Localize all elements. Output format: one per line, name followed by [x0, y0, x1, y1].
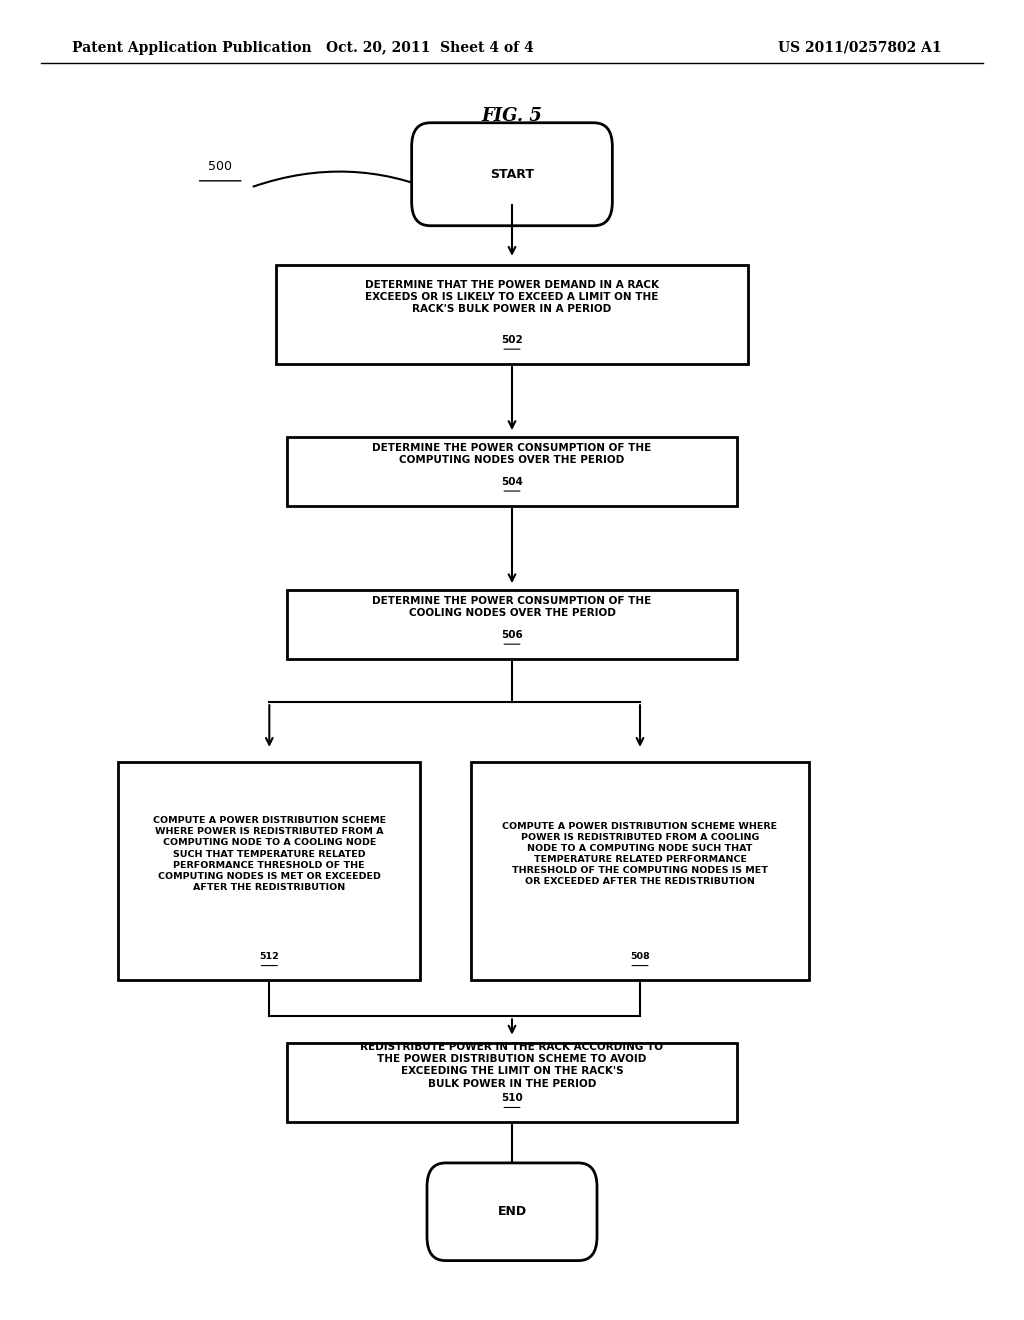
Text: DETERMINE THAT THE POWER DEMAND IN A RACK
EXCEEDS OR IS LIKELY TO EXCEED A LIMIT: DETERMINE THAT THE POWER DEMAND IN A RAC…: [365, 280, 659, 314]
Text: Oct. 20, 2011  Sheet 4 of 4: Oct. 20, 2011 Sheet 4 of 4: [327, 41, 534, 54]
Text: COMPUTE A POWER DISTRIBUTION SCHEME
WHERE POWER IS REDISTRIBUTED FROM A
COMPUTIN: COMPUTE A POWER DISTRIBUTION SCHEME WHER…: [153, 816, 386, 892]
Bar: [287, 590, 737, 659]
Bar: [276, 264, 748, 363]
FancyBboxPatch shape: [427, 1163, 597, 1261]
Text: FIG. 5: FIG. 5: [481, 107, 543, 125]
Text: 502: 502: [501, 335, 523, 345]
Bar: [287, 1043, 737, 1122]
Text: 508: 508: [630, 952, 650, 961]
Text: Patent Application Publication: Patent Application Publication: [72, 41, 311, 54]
Text: 510: 510: [501, 1093, 523, 1104]
FancyBboxPatch shape: [412, 123, 612, 226]
Bar: [119, 762, 420, 979]
Text: US 2011/0257802 A1: US 2011/0257802 A1: [778, 41, 942, 54]
Text: 500: 500: [208, 160, 232, 173]
Bar: [471, 762, 809, 979]
Text: 512: 512: [259, 952, 280, 961]
Text: START: START: [490, 168, 534, 181]
Text: DETERMINE THE POWER CONSUMPTION OF THE
COOLING NODES OVER THE PERIOD: DETERMINE THE POWER CONSUMPTION OF THE C…: [373, 597, 651, 618]
Bar: [287, 437, 737, 506]
Text: DETERMINE THE POWER CONSUMPTION OF THE
COMPUTING NODES OVER THE PERIOD: DETERMINE THE POWER CONSUMPTION OF THE C…: [373, 444, 651, 465]
Text: COMPUTE A POWER DISTRIBUTION SCHEME WHERE
POWER IS REDISTRIBUTED FROM A COOLING
: COMPUTE A POWER DISTRIBUTION SCHEME WHER…: [503, 822, 777, 886]
Text: REDISTRIBUTE POWER IN THE RACK ACCORDING TO
THE POWER DISTRIBUTION SCHEME TO AVO: REDISTRIBUTE POWER IN THE RACK ACCORDING…: [360, 1041, 664, 1089]
Text: END: END: [498, 1205, 526, 1218]
Text: 504: 504: [501, 477, 523, 487]
Text: 506: 506: [501, 630, 523, 640]
